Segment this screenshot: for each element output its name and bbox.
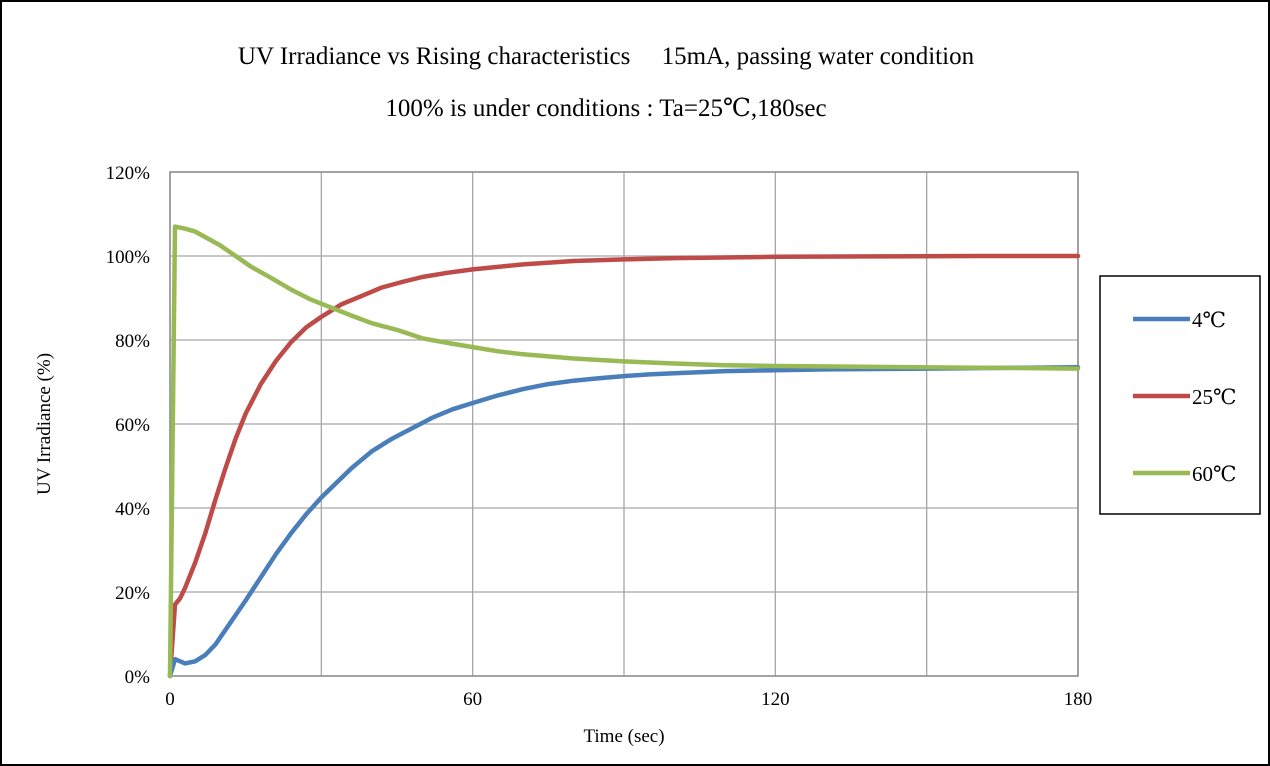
y-tick-label: 0% [125, 667, 151, 688]
y-tick-label: 60% [115, 415, 150, 436]
x-tick-label: 0 [165, 689, 175, 710]
legend: 4℃ 25℃ 60℃ [1100, 276, 1260, 514]
y-tick-label: 40% [115, 499, 150, 520]
x-tick-label: 60 [463, 689, 482, 710]
y-tick-label: 80% [115, 331, 150, 352]
legend-label: 60℃ [1192, 462, 1237, 486]
x-tick-label: 180 [1064, 689, 1093, 710]
plot-gridlines [170, 172, 1078, 676]
y-tick-label: 20% [115, 583, 150, 604]
x-axis-ticks: 0 60 120 180 [165, 689, 1092, 710]
chart-title: UV Irradiance vs Rising characteristics … [238, 43, 975, 70]
y-axis-ticks: 0% 20% 40% 60% 80% 100% 120% [106, 163, 151, 688]
y-tick-label: 120% [106, 163, 151, 184]
x-tick-label: 120 [761, 689, 790, 710]
chart-subtitle: 100% is under conditions : Ta=25℃,180sec [385, 95, 826, 122]
y-tick-label: 100% [106, 247, 151, 268]
legend-label: 25℃ [1192, 385, 1237, 409]
y-axis-title: UV Irradiance (%) [34, 353, 55, 495]
x-axis-title: Time (sec) [583, 726, 664, 747]
legend-label: 4℃ [1192, 308, 1226, 332]
